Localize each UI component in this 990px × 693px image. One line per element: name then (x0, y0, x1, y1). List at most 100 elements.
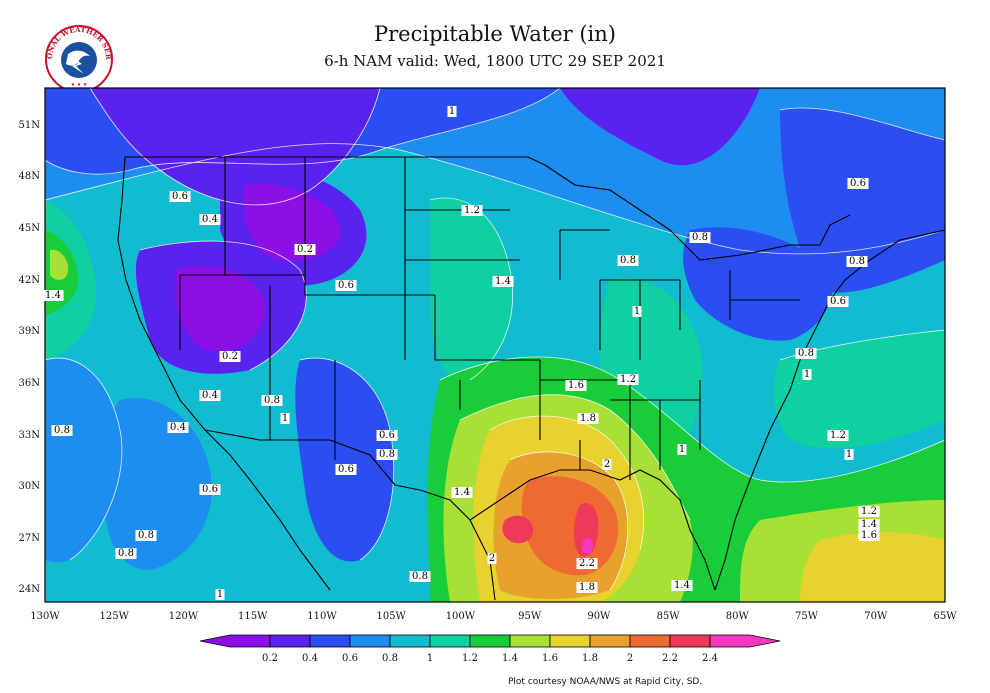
contour-label: 1.6 (568, 380, 584, 391)
contour-label: 0.6 (830, 296, 846, 307)
lat-label: 24N (19, 584, 41, 595)
lon-label: 65W (933, 611, 957, 622)
contour-label: 0.8 (264, 395, 280, 406)
plot-credit: Plot courtesy NOAA/NWS at Rapid City, SD… (508, 677, 703, 687)
colorbar-label: 0.2 (262, 653, 278, 664)
latitude-labels: 51N 48N 45N 42N 39N 36N 33N 30N 27N 24N (19, 120, 41, 595)
contour-label: 1 (634, 306, 640, 317)
lon-label: 90W (587, 611, 611, 622)
contour-label: 1 (217, 589, 223, 600)
contour-label: 0.8 (379, 449, 395, 460)
colorbar-swatch (589, 634, 631, 648)
lon-label: 100W (446, 611, 476, 622)
contour-label: 2 (489, 553, 495, 564)
contour-label: 0.8 (798, 348, 814, 359)
colorbar: 0.2 0.4 0.6 0.8 1 1.2 1.4 1.6 1.8 2 2.2 2.4 (199, 634, 781, 664)
contour-label: 1 (449, 106, 455, 117)
lon-label: 130W (30, 611, 60, 622)
colorbar-label: 1.4 (502, 653, 518, 664)
contour-label-layer: 10.60.40.21.21.40.60.810.60.80.81.40.20.… (42, 106, 880, 600)
contour-label: 1.6 (861, 530, 877, 541)
colorbar-label: 0.6 (342, 653, 358, 664)
contour-label: 0.6 (172, 191, 188, 202)
colorbar-label: 1.2 (462, 653, 478, 664)
lat-label: 36N (19, 378, 41, 389)
lon-label: 70W (864, 611, 888, 622)
contour-label: 0.8 (54, 425, 70, 436)
contour-label: 1.2 (464, 205, 480, 216)
colorbar-swatch (709, 634, 781, 648)
contour-label: 0.6 (379, 430, 395, 441)
lon-label: 95W (518, 611, 542, 622)
contour-label: 0.2 (297, 244, 313, 255)
contour-label: 0.4 (202, 214, 218, 225)
lat-label: 39N (19, 326, 41, 337)
lon-label: 80W (726, 611, 750, 622)
contour-label: 1 (282, 413, 288, 424)
lon-label: 110W (307, 611, 337, 622)
lon-label: 105W (376, 611, 406, 622)
map-frame (44, 87, 946, 603)
contour-label: 1.2 (861, 506, 877, 517)
contour-label: 0.6 (338, 464, 354, 475)
colorbar-label: 0.4 (302, 653, 318, 664)
nws-logo: NATIONAL WEATHER SERVICE ★ ★ ★ (40, 17, 114, 94)
contour-label: 1.4 (45, 290, 61, 301)
chart-title: Precipitable Water (in) (374, 22, 616, 46)
contour-label: 0.6 (850, 178, 866, 189)
contour-label: 0.4 (170, 422, 186, 433)
lat-label: 45N (19, 223, 41, 234)
contour-label: 0.8 (138, 530, 154, 541)
colorbar-swatch (349, 634, 391, 648)
chart-subtitle: 6-h NAM valid: Wed, 1800 UTC 29 SEP 2021 (324, 52, 666, 70)
contour-label: 1.8 (580, 413, 596, 424)
contour-label: 0.2 (222, 351, 238, 362)
lat-label: 33N (19, 430, 41, 441)
colorbar-label: 2 (627, 653, 633, 664)
contour-label: 1.4 (495, 276, 511, 287)
lon-label: 115W (238, 611, 268, 622)
colorbar-swatch (669, 634, 711, 648)
lon-label: 85W (657, 611, 681, 622)
lon-label: 120W (169, 611, 199, 622)
contour-label: 0.6 (202, 484, 218, 495)
lon-label: 75W (795, 611, 819, 622)
lat-label: 42N (19, 275, 41, 286)
lon-label: 125W (100, 611, 130, 622)
svg-text:★ ★ ★: ★ ★ ★ (71, 82, 88, 88)
colorbar-swatch (629, 634, 671, 648)
contour-label: 0.6 (338, 280, 354, 291)
lat-label: 48N (19, 171, 41, 182)
colorbar-swatch (469, 634, 511, 648)
contour-label: 2.2 (579, 558, 595, 569)
pw-field (45, 88, 945, 602)
contour-label: 0.8 (412, 571, 428, 582)
colorbar-label: 0.8 (382, 653, 398, 664)
colorbar-swatch (429, 634, 471, 648)
contour-label: 1.4 (674, 580, 690, 591)
contour-label: 1 (846, 449, 852, 460)
contour-label: 1.8 (579, 582, 595, 593)
boundaries (117, 156, 945, 601)
contour-label: 1 (679, 444, 685, 455)
contour-label: 0.8 (620, 255, 636, 266)
contour-label: 0.8 (118, 548, 134, 559)
longitude-labels: 130W 125W 120W 115W 110W 105W 100W 95W 90W 85W 80W… (30, 611, 957, 622)
colorbar-label: 1.6 (542, 653, 558, 664)
colorbar-label: 1.8 (582, 653, 598, 664)
colorbar-swatch (199, 634, 271, 648)
contour-label: 0.8 (692, 232, 708, 243)
contour-label: 1.2 (830, 430, 846, 441)
lat-label: 27N (19, 533, 41, 544)
colorbar-label: 1 (427, 653, 433, 664)
contour-label: 1.2 (620, 374, 636, 385)
contour-label: 0.8 (849, 256, 865, 267)
colorbar-swatch (549, 634, 591, 648)
lat-label: 51N (19, 120, 41, 131)
colorbar-label: 2.4 (702, 653, 718, 664)
colorbar-swatch (509, 634, 551, 648)
contour-label: 0.4 (202, 390, 218, 401)
contour-label: 1.4 (454, 487, 470, 498)
contour-label: 1.4 (861, 519, 877, 530)
lat-label: 30N (19, 481, 41, 492)
